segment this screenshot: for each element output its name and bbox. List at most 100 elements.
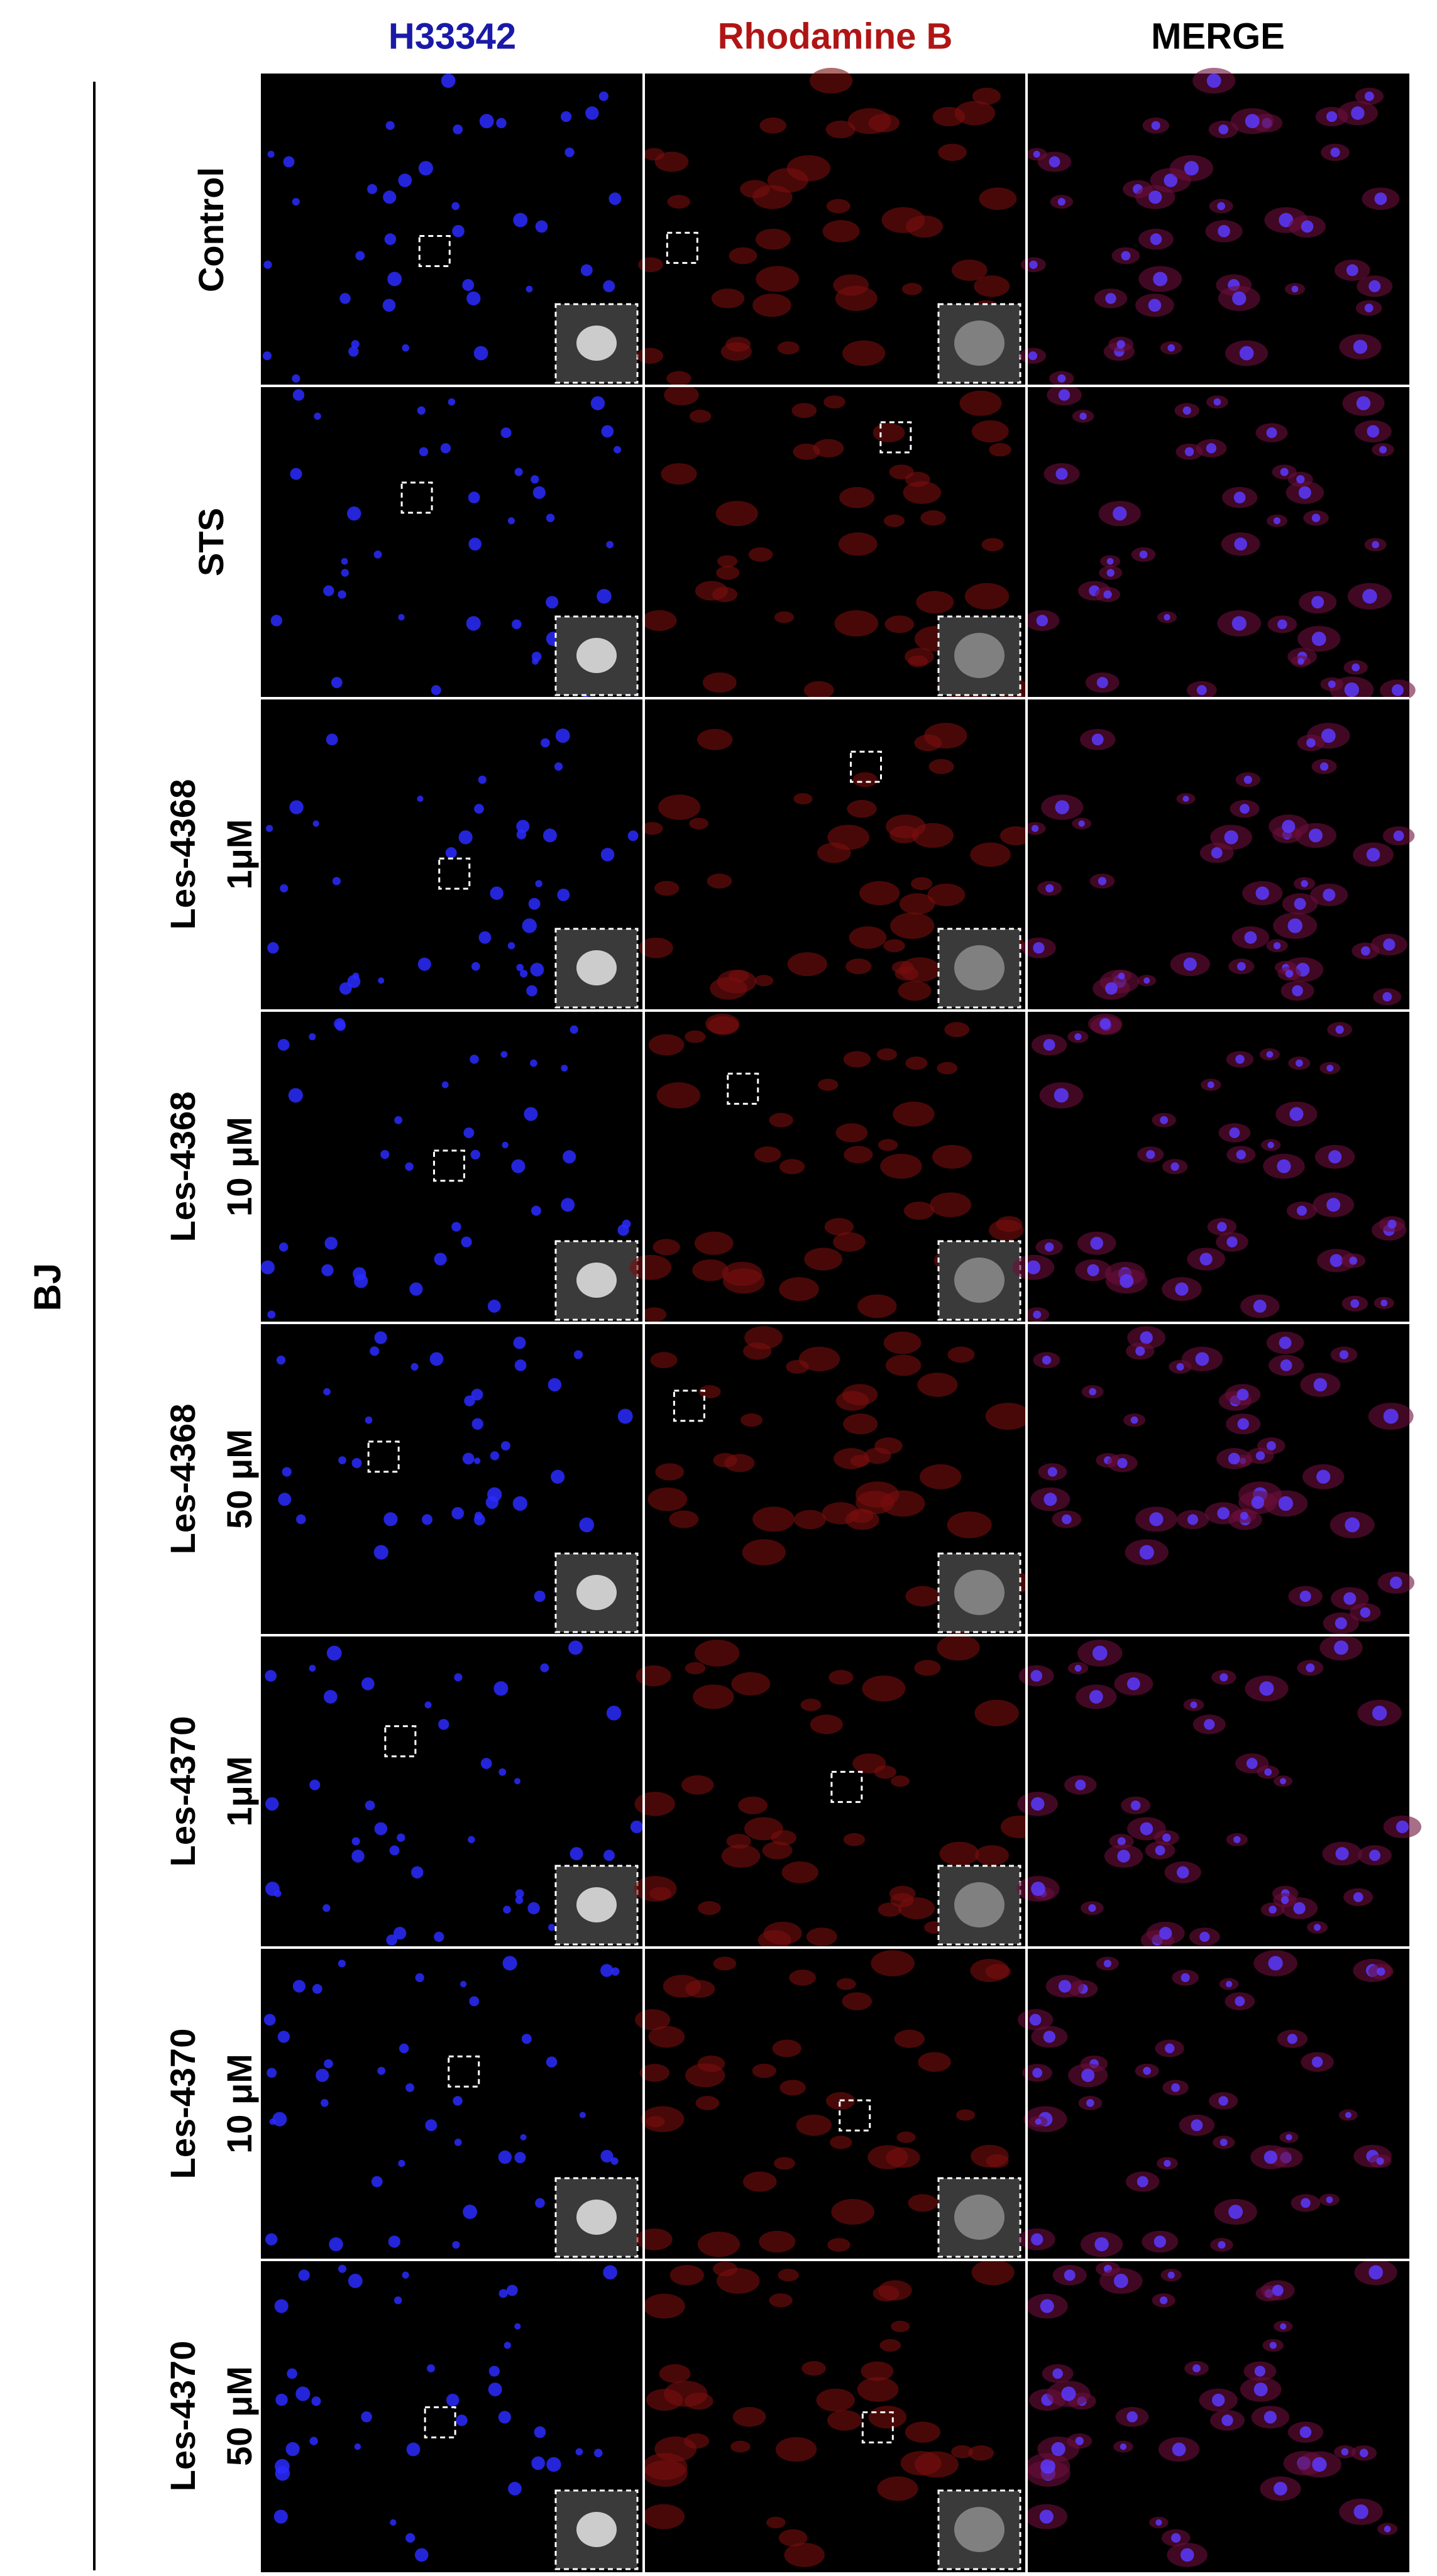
nucleus	[383, 1512, 398, 1526]
nucleus	[515, 1896, 524, 1904]
cell-body	[905, 2421, 940, 2443]
nucleus	[513, 212, 528, 227]
row-label: Control	[191, 167, 231, 292]
nucleus	[498, 1768, 507, 1776]
nucleus	[1308, 828, 1323, 843]
nucleus	[508, 2482, 522, 2496]
cell-body	[883, 514, 905, 527]
nucleus	[600, 1964, 614, 1977]
cell-body	[695, 1640, 740, 1667]
cell-body	[658, 794, 701, 820]
nucleus	[522, 918, 537, 933]
cell-body	[843, 1413, 878, 1435]
nucleus	[309, 1779, 321, 1790]
nucleus	[1344, 682, 1360, 698]
nucleus	[1054, 1088, 1069, 1103]
nucleus	[1182, 406, 1191, 415]
nucleus	[347, 506, 361, 521]
nucleus	[1328, 1150, 1342, 1164]
nucleus	[269, 2118, 276, 2125]
nucleus	[1234, 537, 1248, 551]
nucleus	[1352, 663, 1360, 672]
cell-body	[999, 826, 1032, 846]
nucleus	[554, 762, 563, 771]
nucleus	[1253, 2382, 1268, 2397]
nucleus	[1298, 486, 1311, 499]
cell-body	[697, 2232, 741, 2257]
cell-body	[648, 1034, 685, 1056]
nucleus	[289, 800, 304, 814]
nucleus	[1334, 1640, 1348, 1655]
cell-body	[685, 1662, 706, 1675]
row-label: 10 μM	[219, 1117, 259, 1217]
cell-body	[759, 2230, 796, 2253]
cell-body	[906, 215, 943, 238]
nucleus	[448, 398, 456, 406]
nucleus	[1396, 1820, 1409, 1834]
inset-cell	[576, 1575, 617, 1610]
inset-cell	[576, 1263, 617, 1298]
cell-body	[717, 2267, 760, 2294]
nucleus	[611, 1967, 620, 1976]
cell-body	[648, 2025, 685, 2048]
nucleus	[1341, 2448, 1349, 2456]
nucleus	[1028, 351, 1038, 361]
nucleus	[1075, 1779, 1086, 1790]
nucleus	[1149, 1512, 1164, 1526]
nucleus	[1064, 2269, 1076, 2281]
nucleus	[1206, 74, 1221, 88]
nucleus	[493, 1681, 509, 1696]
nucleus	[471, 1388, 483, 1401]
cell-body	[712, 586, 738, 602]
nucleus	[352, 972, 360, 980]
nucleus	[526, 285, 533, 293]
cell-body	[868, 2406, 907, 2429]
cell-body	[685, 2063, 725, 2088]
cell-body	[791, 403, 817, 419]
nucleus	[1130, 1800, 1141, 1811]
nucleus	[597, 589, 612, 604]
nucleus	[1345, 1517, 1360, 1533]
cell-body	[844, 1146, 873, 1164]
cell-body	[728, 970, 749, 982]
nucleus	[323, 585, 334, 596]
cell-body	[711, 288, 745, 309]
nucleus	[460, 1980, 467, 1988]
nucleus	[1190, 1701, 1198, 1709]
cell-body	[779, 1277, 819, 1302]
nucleus	[1374, 192, 1387, 206]
nucleus	[579, 1517, 595, 1533]
nucleus	[1051, 2442, 1065, 2457]
nucleus	[440, 443, 451, 454]
cell-body	[951, 2445, 973, 2458]
nucleus	[1390, 1576, 1402, 1589]
nucleus	[600, 2149, 614, 2163]
nucleus	[1029, 260, 1038, 269]
nucleus	[1204, 1719, 1215, 1730]
column-header: MERGE	[1151, 16, 1285, 57]
cell-body	[878, 1139, 898, 1151]
micrograph	[1012, 1011, 1409, 1323]
nucleus	[570, 1025, 578, 1034]
nucleus	[526, 985, 537, 997]
cell-body	[930, 1192, 972, 1217]
cell-body	[827, 825, 869, 850]
nucleus	[431, 685, 441, 696]
nucleus	[1042, 1356, 1052, 1365]
nucleus	[1117, 1850, 1130, 1863]
micrograph	[261, 74, 644, 386]
nucleus	[498, 2289, 508, 2298]
cell-body	[698, 1385, 721, 1399]
cell-body	[971, 2259, 1015, 2286]
nucleus	[1353, 1892, 1363, 1902]
nucleus	[1236, 1149, 1246, 1159]
nucleus	[1031, 825, 1039, 832]
micrograph	[260, 1011, 644, 1323]
nucleus	[314, 412, 321, 420]
nucleus	[514, 1359, 527, 1371]
cell-body	[740, 1413, 763, 1427]
cell-body	[663, 1975, 702, 1998]
nucleus	[265, 1882, 280, 1896]
micrograph	[642, 384, 1033, 703]
cell-body	[884, 615, 915, 633]
